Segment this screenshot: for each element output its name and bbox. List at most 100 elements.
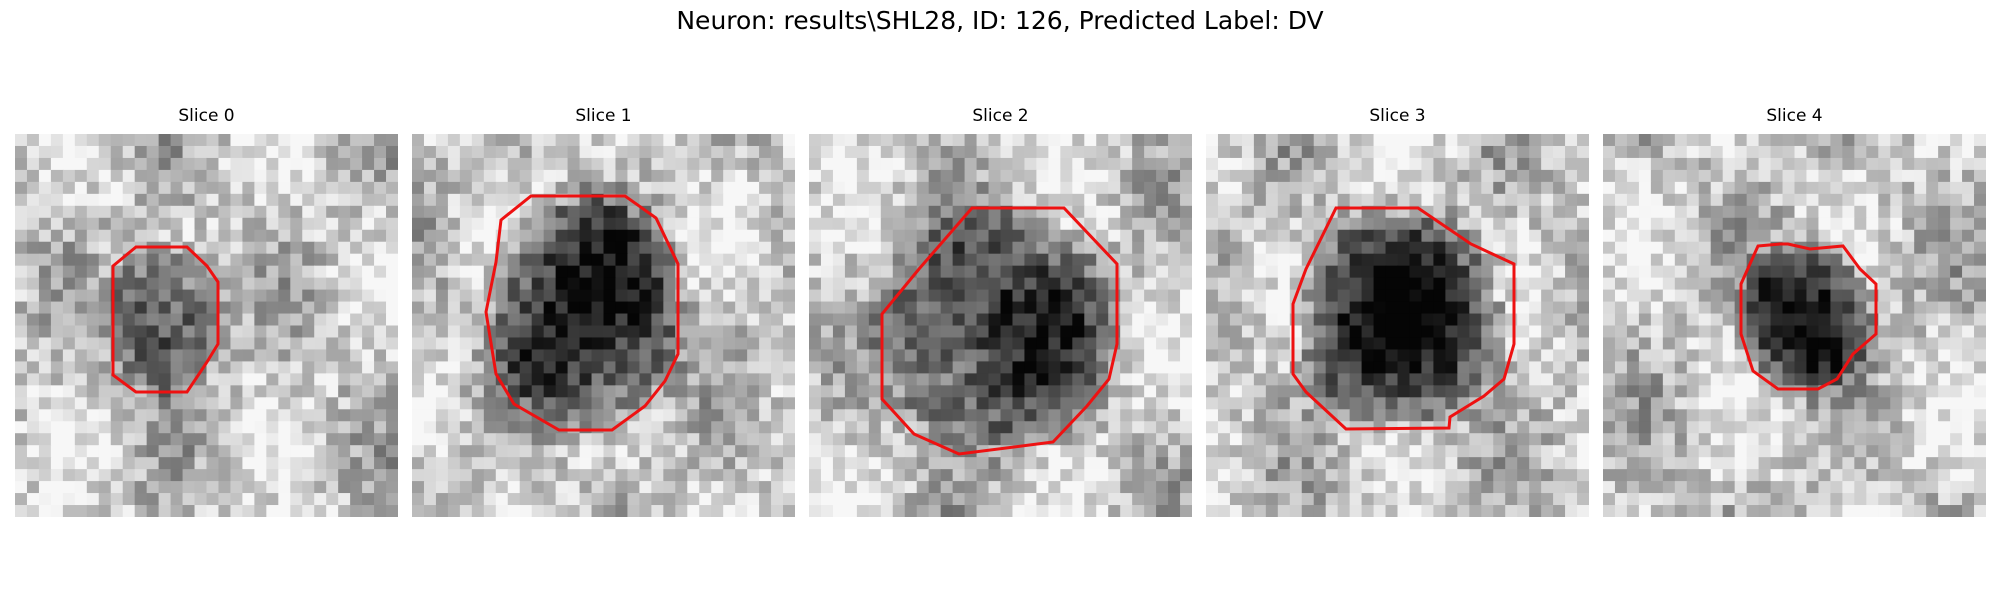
image-pixel — [314, 457, 327, 470]
image-pixel — [1132, 277, 1145, 291]
image-pixel — [314, 301, 327, 315]
image-pixel — [1012, 493, 1026, 506]
image-pixel — [663, 349, 676, 363]
image-pixel — [1206, 253, 1219, 267]
image-pixel — [543, 229, 557, 243]
image-pixel — [1794, 397, 1808, 410]
image-pixel — [880, 134, 894, 147]
image-pixel — [675, 385, 688, 398]
image-pixel — [1409, 157, 1423, 171]
image-pixel — [783, 181, 795, 195]
image-pixel — [254, 481, 267, 494]
image-pixel — [856, 157, 870, 171]
image-pixel — [423, 409, 437, 422]
image-pixel — [495, 289, 509, 303]
image-pixel — [1938, 181, 1951, 195]
image-pixel — [639, 253, 652, 267]
image-pixel — [1674, 409, 1688, 422]
image-pixel — [1626, 433, 1640, 446]
image-pixel — [122, 134, 136, 147]
image-pixel — [1096, 493, 1109, 506]
slice-title-3: Slice 3 — [1369, 106, 1426, 126]
image-pixel — [1229, 457, 1243, 470]
image-pixel — [1794, 313, 1808, 327]
image-pixel — [1012, 134, 1026, 147]
image-pixel — [1481, 433, 1494, 446]
image-pixel — [976, 421, 990, 434]
image-pixel — [1878, 385, 1891, 398]
image-pixel — [86, 469, 100, 482]
image-pixel — [567, 265, 581, 279]
image-pixel — [1385, 397, 1399, 410]
image-pixel — [1421, 361, 1435, 374]
image-pixel — [543, 337, 557, 351]
image-pixel — [531, 145, 545, 159]
image-pixel — [230, 325, 244, 339]
image-pixel — [1650, 301, 1664, 315]
image-pixel — [1830, 134, 1843, 147]
image-pixel — [1072, 469, 1085, 482]
image-pixel — [856, 169, 870, 183]
image-pixel — [338, 493, 351, 506]
image-pixel — [531, 217, 545, 231]
image-pixel — [916, 349, 930, 363]
image-pixel — [615, 505, 629, 517]
image-pixel — [892, 301, 906, 315]
image-pixel — [1517, 457, 1530, 470]
image-pixel — [1229, 157, 1243, 171]
image-pixel — [892, 313, 906, 327]
image-pixel — [74, 277, 88, 291]
image-pixel — [1698, 169, 1712, 183]
image-pixel — [591, 445, 605, 458]
image-pixel — [15, 337, 28, 351]
image-pixel — [50, 289, 64, 303]
image-pixel — [1048, 169, 1061, 183]
image-pixel — [206, 325, 220, 339]
image-pixel — [1914, 193, 1927, 207]
image-pixel — [254, 457, 267, 470]
image-pixel — [1626, 457, 1640, 470]
image-pixel — [1493, 145, 1506, 159]
image-pixel — [940, 493, 954, 506]
image-pixel — [459, 337, 473, 351]
image-pixel — [832, 505, 846, 517]
image-pixel — [1277, 134, 1291, 147]
image-pixel — [266, 289, 279, 303]
image-pixel — [170, 421, 184, 434]
image-pixel — [868, 277, 882, 291]
image-pixel — [1890, 385, 1903, 398]
image-pixel — [1072, 457, 1085, 470]
image-pixel — [1012, 313, 1026, 327]
image-pixel — [1794, 361, 1808, 374]
image-pixel — [98, 193, 112, 207]
image-pixel — [386, 253, 398, 267]
image-pixel — [964, 289, 978, 303]
image-pixel — [1313, 373, 1327, 386]
image-pixel — [1806, 193, 1820, 207]
image-pixel — [868, 253, 882, 267]
image-pixel — [218, 205, 232, 219]
image-pixel — [1373, 181, 1387, 195]
image-pixel — [1024, 157, 1038, 171]
image-pixel — [1265, 157, 1279, 171]
image-pixel — [1024, 325, 1038, 339]
image-pixel — [386, 409, 398, 422]
image-pixel — [314, 409, 327, 422]
image-pixel — [1866, 241, 1879, 255]
image-pixel — [1577, 397, 1589, 410]
image-pixel — [1505, 241, 1518, 255]
image-pixel — [1253, 157, 1267, 171]
image-pixel — [809, 181, 822, 195]
image-pixel — [266, 505, 279, 517]
image-pixel — [1974, 157, 1986, 171]
image-pixel — [1180, 157, 1192, 171]
image-pixel — [1168, 265, 1181, 279]
image-pixel — [1180, 373, 1192, 386]
image-pixel — [1758, 409, 1772, 422]
image-pixel — [1000, 253, 1014, 267]
image-pixel — [412, 301, 425, 315]
image-pixel — [1674, 217, 1688, 231]
image-pixel — [747, 134, 760, 147]
image-pixel — [1577, 301, 1589, 315]
microscopy-grayscale-0 — [15, 134, 398, 517]
